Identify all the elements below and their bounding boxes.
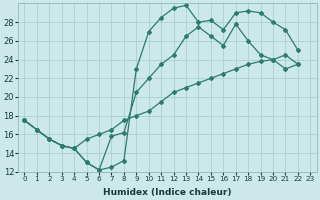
X-axis label: Humidex (Indice chaleur): Humidex (Indice chaleur) [103, 188, 232, 197]
